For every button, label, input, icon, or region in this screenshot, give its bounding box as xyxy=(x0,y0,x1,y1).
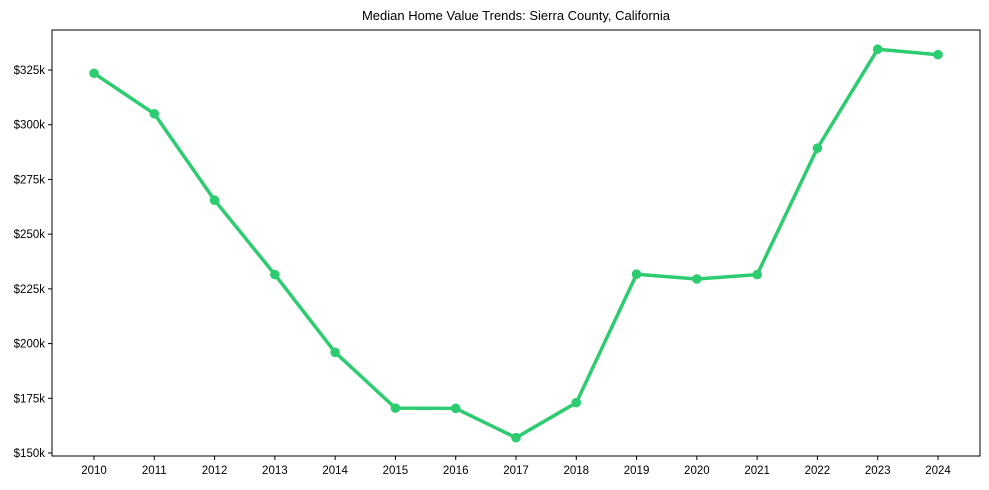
x-tick-label: 2019 xyxy=(624,465,650,477)
y-tick-label: $300k xyxy=(14,120,46,132)
data-point-marker xyxy=(872,44,883,55)
x-tick-label: 2012 xyxy=(202,465,228,477)
x-tick-label: 2011 xyxy=(142,465,167,477)
data-point-marker xyxy=(330,347,340,358)
x-tick-label: 2017 xyxy=(503,465,529,477)
y-tick-label: $225k xyxy=(14,284,46,296)
y-tick-label: $200k xyxy=(14,339,46,351)
data-point-marker xyxy=(270,269,280,280)
data-point-marker xyxy=(692,274,702,284)
y-tick-label: $150k xyxy=(14,448,46,460)
data-point-marker xyxy=(390,403,401,413)
y-tick-label: $250k xyxy=(14,229,46,241)
plot-border xyxy=(51,29,981,457)
y-tick-label: $175k xyxy=(14,393,46,405)
data-point-marker xyxy=(752,269,762,280)
chart-title: Median Home Value Trends: Sierra County,… xyxy=(361,8,671,23)
data-point-marker xyxy=(209,195,220,206)
x-tick-label: 2023 xyxy=(865,465,891,477)
x-tick-label: 2021 xyxy=(744,465,770,477)
series-line xyxy=(92,47,940,440)
data-series xyxy=(89,44,943,443)
plot-frame xyxy=(51,29,981,457)
y-tick-label: $275k xyxy=(14,174,46,186)
x-tick-label: 2010 xyxy=(81,465,107,477)
x-tick-label: 2016 xyxy=(443,465,469,477)
y-axis: $150k $175k $200k $225k $250k $275k $300k $325k xyxy=(14,65,52,460)
y-tick-label: $325k xyxy=(14,65,46,77)
x-tick-label: 2014 xyxy=(322,465,348,477)
data-point-marker xyxy=(631,269,642,279)
data-point-marker xyxy=(149,108,160,119)
data-point-marker xyxy=(812,143,823,153)
x-tick-label: 2020 xyxy=(684,465,710,477)
data-point-marker xyxy=(511,432,521,443)
x-tick-label: 2013 xyxy=(262,465,288,477)
data-point-marker xyxy=(450,403,461,414)
x-tick-label: 2022 xyxy=(805,465,831,477)
data-point-marker xyxy=(89,68,99,79)
x-tick-label: 2015 xyxy=(383,465,409,477)
data-point-marker xyxy=(933,49,943,60)
x-tick-label: 2024 xyxy=(925,465,951,477)
x-axis: 2010 2011 2012 2013 2014 2015 2016 2017 2018 2019… xyxy=(81,456,951,477)
x-tick-label: 2018 xyxy=(563,465,589,477)
data-point-marker xyxy=(571,397,582,408)
